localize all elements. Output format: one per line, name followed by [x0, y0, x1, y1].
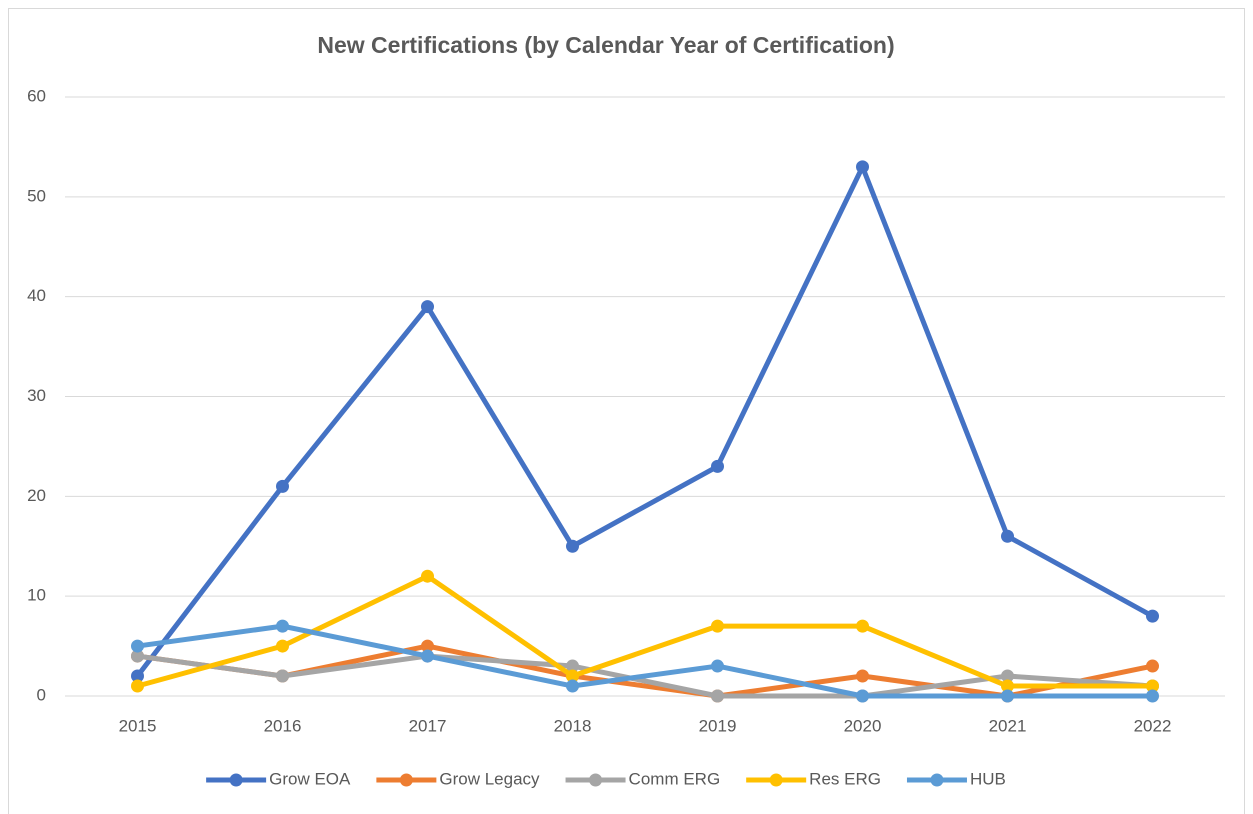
data-point — [856, 619, 869, 633]
data-point — [711, 659, 724, 673]
y-tick-label: 50 — [27, 186, 46, 205]
data-point — [1001, 689, 1014, 703]
x-tick-label: 2018 — [554, 716, 592, 735]
data-point — [856, 689, 869, 703]
x-tick-label: 2021 — [989, 716, 1027, 735]
x-tick-label: 2020 — [844, 716, 882, 735]
series-line — [135, 623, 1155, 699]
y-tick-label: 0 — [37, 685, 46, 704]
y-tick-label: 10 — [27, 586, 46, 605]
y-tick-label: 30 — [27, 386, 46, 405]
legend-label: HUB — [970, 769, 1006, 788]
data-point — [131, 679, 144, 693]
legend-marker — [769, 773, 783, 787]
data-point — [566, 679, 579, 693]
data-point — [1146, 659, 1159, 673]
legend-label: Res ERG — [809, 769, 881, 788]
legend-marker — [589, 773, 603, 787]
data-point — [131, 669, 144, 683]
data-point — [1001, 529, 1014, 543]
legend-marker — [399, 773, 413, 787]
data-point — [1001, 669, 1014, 683]
legend: Grow EOA Grow Legacy Comm ERG Res ERG HUB — [206, 769, 1006, 788]
legend-label: Comm ERG — [629, 769, 721, 788]
data-point — [856, 160, 869, 174]
data-point — [276, 639, 289, 653]
data-point — [566, 539, 579, 553]
data-point — [421, 569, 434, 583]
data-point — [1146, 689, 1159, 703]
series-line — [135, 164, 1155, 679]
data-point — [1146, 679, 1159, 693]
series-line — [135, 653, 1155, 699]
data-point — [856, 669, 869, 683]
chart-title: New Certifications (by Calendar Year of … — [317, 32, 894, 58]
data-point — [131, 639, 144, 653]
data-point — [276, 619, 289, 633]
data-point — [566, 669, 579, 683]
legend-marker — [930, 773, 944, 787]
x-tick-label: 2022 — [1134, 716, 1172, 735]
y-tick-label: 60 — [27, 86, 46, 105]
data-point — [711, 689, 724, 703]
data-point — [421, 639, 434, 653]
legend-marker — [229, 773, 243, 787]
chart-border — [8, 8, 1245, 814]
data-point — [1001, 679, 1014, 693]
x-tick-label: 2019 — [699, 716, 737, 735]
x-tick-label: 2016 — [264, 716, 302, 735]
data-point — [276, 479, 289, 493]
data-point — [421, 300, 434, 314]
y-tick-label: 40 — [27, 286, 46, 305]
data-point — [421, 649, 434, 663]
data-point — [131, 649, 144, 663]
series-line — [135, 573, 1155, 689]
x-tick-label: 2017 — [409, 716, 447, 735]
y-tick-label: 20 — [27, 486, 46, 505]
legend-label: Grow EOA — [269, 769, 351, 788]
data-point — [566, 659, 579, 673]
data-point — [276, 669, 289, 683]
x-tick-label: 2015 — [119, 716, 157, 735]
data-point — [711, 459, 724, 473]
data-point — [711, 619, 724, 633]
legend-label: Grow Legacy — [439, 769, 540, 788]
data-point — [1146, 609, 1159, 623]
